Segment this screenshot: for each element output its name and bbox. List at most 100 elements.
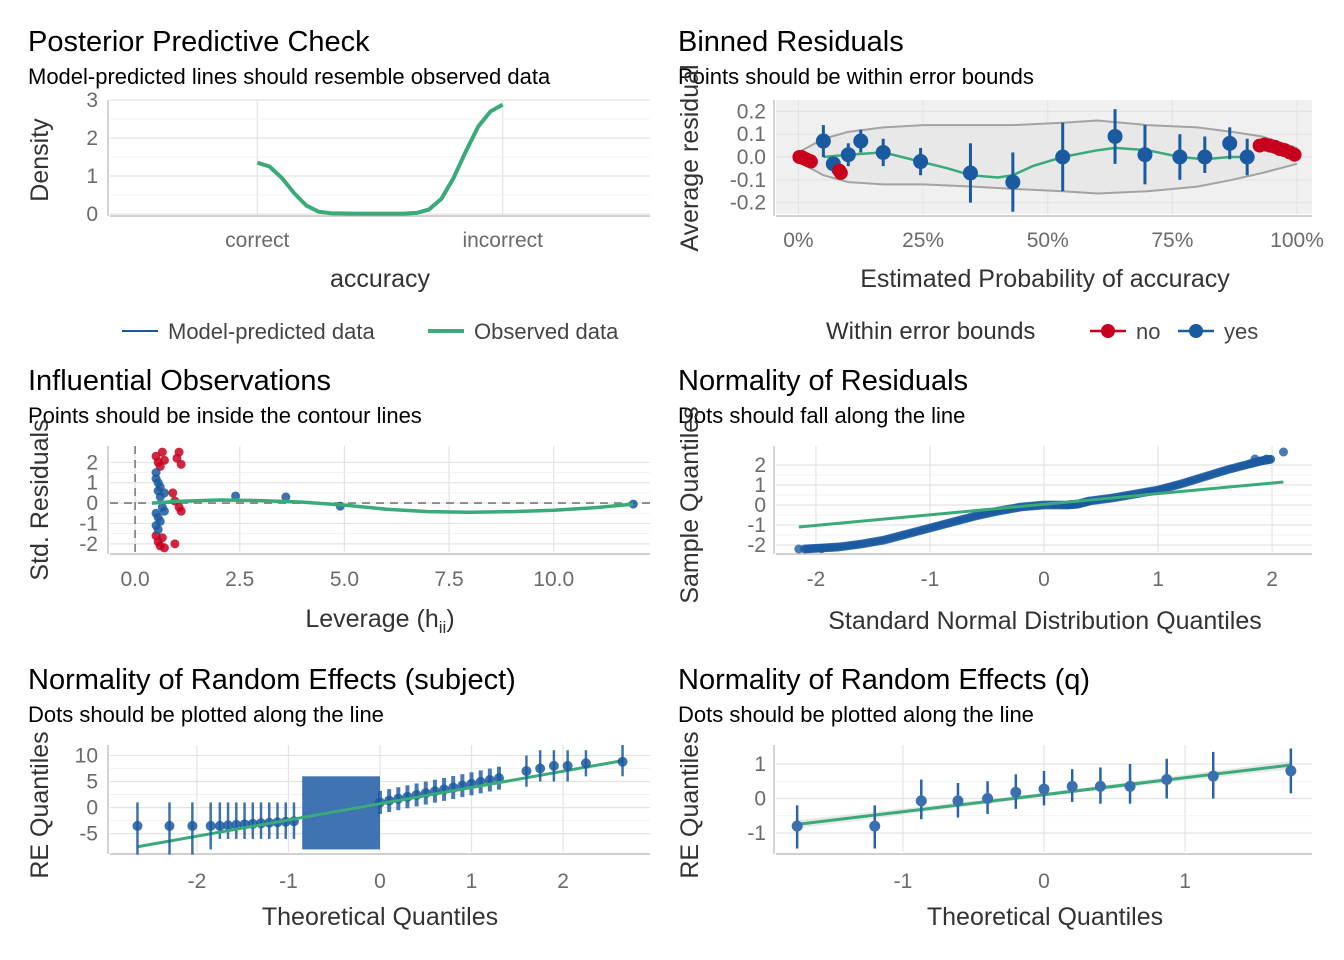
qq-xtick-label: -1 bbox=[921, 568, 940, 591]
binned-lower-bound bbox=[797, 160, 1298, 195]
influence-ylabel: Std. Residuals bbox=[26, 419, 54, 580]
binned-point-yes bbox=[962, 165, 978, 181]
re-subject-subtitle: Dots should be plotted along the line bbox=[28, 702, 384, 727]
influence-point-inside bbox=[159, 506, 169, 516]
qq-sample-point bbox=[794, 544, 804, 554]
qq-ylabel: Sample Quantiles bbox=[676, 406, 704, 603]
influence-ytick-label: -2 bbox=[79, 533, 98, 556]
re-q-point bbox=[1124, 780, 1136, 792]
qq-xtick-label: 0 bbox=[1038, 568, 1050, 591]
re-subject-ytick-label: 10 bbox=[75, 744, 98, 767]
re-subject-point bbox=[223, 820, 234, 831]
ppc-xlabel: accuracy bbox=[330, 265, 431, 293]
re-q-title: Normality of Random Effects (q) bbox=[678, 664, 1090, 696]
binned-smooth-line bbox=[823, 146, 1248, 179]
binned-xlabel: Estimated Probability of accuracy bbox=[860, 265, 1230, 293]
re-q-xtick-label: -1 bbox=[894, 870, 913, 893]
re-subject-xlabel: Theoretical Quantiles bbox=[262, 903, 498, 931]
re-subject-point bbox=[187, 820, 198, 831]
binned-error-band bbox=[798, 120, 1297, 194]
binned-point-yes bbox=[1137, 147, 1153, 163]
qq-ytick-label: 1 bbox=[754, 474, 766, 497]
binned-point-yes bbox=[1005, 174, 1021, 190]
binned-point-no bbox=[1287, 147, 1302, 162]
re-q-ytick-label: 0 bbox=[754, 788, 766, 811]
influence-point-inside bbox=[281, 492, 291, 502]
re-q-ylabel: RE Quantiles bbox=[676, 731, 704, 878]
re-subject-reference-line bbox=[137, 759, 623, 849]
binned-point-yes bbox=[1197, 149, 1213, 165]
influence-ytick-label: 0 bbox=[86, 492, 98, 515]
binned-xtick-label: 50% bbox=[1027, 229, 1069, 252]
binned-xtick-label: 75% bbox=[1151, 229, 1193, 252]
influence-point-outside bbox=[168, 488, 178, 498]
qq-ytick-label: 2 bbox=[754, 454, 766, 477]
re-q-point bbox=[1066, 780, 1078, 792]
influence-xtick-label: 0.0 bbox=[121, 568, 150, 591]
re-q-subtitle: Dots should be plotted along the line bbox=[678, 702, 1034, 727]
influence-ytick-label: -1 bbox=[79, 512, 98, 535]
influence-ytick-label: 1 bbox=[86, 472, 98, 495]
re-q-point bbox=[1094, 780, 1106, 792]
influence-point-outside bbox=[176, 506, 186, 516]
re-subject-point bbox=[548, 760, 559, 771]
binned-point-yes bbox=[1107, 128, 1123, 144]
qq-ytick-label: -2 bbox=[747, 534, 766, 557]
re-subject-point bbox=[205, 820, 216, 831]
binned-point-yes bbox=[840, 147, 856, 163]
ppc-observed-line bbox=[256, 102, 504, 216]
qq-grid bbox=[773, 446, 1312, 555]
influence-point-inside bbox=[153, 525, 163, 535]
re-q-point bbox=[982, 793, 994, 804]
re-subject-xtick-label: -1 bbox=[279, 870, 298, 893]
influence-xtick-label: 7.5 bbox=[434, 568, 463, 591]
qq-subtitle: Dots should fall along the line bbox=[678, 403, 965, 428]
influence-point-outside bbox=[157, 533, 167, 543]
re-q-ytick-label: -1 bbox=[747, 822, 766, 845]
binned-xtick-label: 100% bbox=[1270, 229, 1324, 252]
binned-point-no bbox=[803, 154, 818, 169]
legend-label-yes: yes bbox=[1224, 319, 1258, 344]
re-subject-dense-errorbars bbox=[302, 776, 380, 850]
re-subject-ytick-label: -5 bbox=[79, 823, 98, 846]
binned-point-yes bbox=[853, 133, 869, 149]
legend-label-no: no bbox=[1136, 319, 1160, 344]
qq-xlabel: Standard Normal Distribution Quantiles bbox=[828, 607, 1262, 635]
binned-point-yes bbox=[1172, 149, 1188, 165]
legend-dot-yes bbox=[1189, 324, 1203, 338]
re-q-point bbox=[952, 795, 964, 807]
re-q-point bbox=[1161, 774, 1173, 786]
re-q-ytick-label: 1 bbox=[754, 753, 766, 776]
ppc-xtick-label: incorrect bbox=[462, 229, 543, 252]
re-subject-xtick-label: 2 bbox=[557, 870, 569, 893]
binned-ytick-label: -0.2 bbox=[730, 192, 766, 215]
ppc-ytick-label: 1 bbox=[86, 165, 98, 188]
re-subject-ytick-label: 0 bbox=[86, 797, 98, 820]
ppc-title: Posterior Predictive Check bbox=[28, 26, 370, 58]
binned-point-no bbox=[833, 165, 848, 180]
ppc-ytick-label: 2 bbox=[86, 127, 98, 150]
qq-ytick-label: -1 bbox=[747, 514, 766, 537]
binned-ytick-label: 0.0 bbox=[737, 146, 766, 169]
binned-point-yes bbox=[1055, 149, 1071, 165]
influence-xtick-label: 5.0 bbox=[330, 568, 359, 591]
ppc-ytick-label: 0 bbox=[86, 203, 98, 226]
influence-subtitle: Points should be inside the contour line… bbox=[28, 403, 422, 428]
qq-xtick-label: 1 bbox=[1152, 568, 1164, 591]
re-q-point bbox=[1010, 786, 1022, 798]
re-q-point bbox=[1038, 783, 1050, 795]
binned-xtick-label: 0% bbox=[783, 229, 813, 252]
legend-label-observed: Observed data bbox=[474, 319, 619, 344]
ppc-legend: Model-predicted data Observed data bbox=[122, 319, 619, 344]
influence-smooth-line bbox=[151, 498, 634, 515]
influence-ytick-label: 2 bbox=[86, 451, 98, 474]
re-subject-ytick-label: 5 bbox=[86, 771, 98, 794]
binned-point-yes bbox=[913, 154, 929, 170]
binned-ytick-label: 0.1 bbox=[737, 123, 766, 146]
binned-upper-bound bbox=[797, 119, 1298, 154]
qq-reference-line bbox=[798, 480, 1284, 529]
re-subject-point bbox=[164, 820, 175, 831]
re-subject-xtick-label: -2 bbox=[188, 870, 207, 893]
binned-point-yes bbox=[875, 144, 891, 160]
